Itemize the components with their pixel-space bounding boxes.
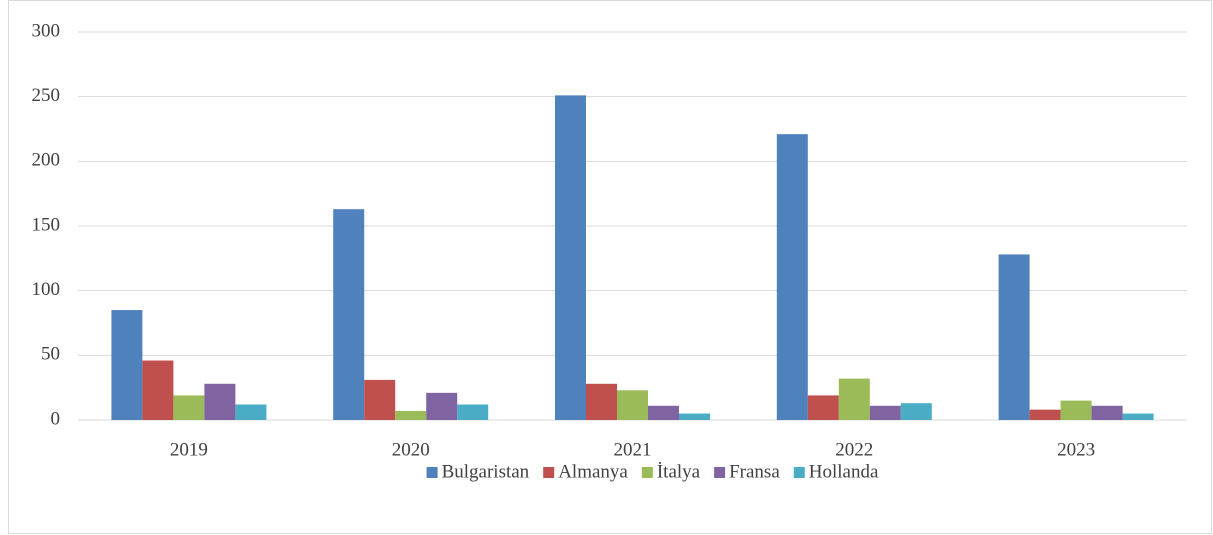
y-tick-label: 200 xyxy=(32,150,61,171)
legend-swatch xyxy=(543,467,555,478)
x-tick-label: 2022 xyxy=(835,439,873,460)
x-tick-label: 2020 xyxy=(392,439,430,460)
bar xyxy=(1091,405,1123,420)
legend-swatch xyxy=(426,467,438,478)
y-tick-label: 0 xyxy=(51,408,61,429)
legend-label: Fransa xyxy=(729,461,780,482)
bar xyxy=(555,95,586,420)
x-tick-label: 2021 xyxy=(614,439,652,460)
bar xyxy=(900,403,932,420)
bar xyxy=(173,395,205,420)
legend-swatch xyxy=(793,467,805,478)
bar xyxy=(364,379,396,420)
y-tick-label: 300 xyxy=(32,20,61,41)
bar xyxy=(838,378,870,420)
bar xyxy=(648,405,679,420)
bar xyxy=(869,405,901,420)
legend-label: Hollanda xyxy=(809,461,879,482)
x-tick-label: 2019 xyxy=(170,439,208,460)
bar xyxy=(142,360,174,420)
y-tick-label: 50 xyxy=(41,344,60,365)
legend-label: Almanya xyxy=(558,461,628,482)
bar xyxy=(617,390,648,420)
bar xyxy=(235,404,267,420)
bar xyxy=(586,383,617,420)
y-tick-label: 150 xyxy=(32,214,61,235)
bar xyxy=(333,209,365,420)
bar xyxy=(1122,413,1154,420)
y-tick-label: 250 xyxy=(32,85,61,106)
bar xyxy=(457,404,489,420)
bar xyxy=(1060,400,1092,420)
bar xyxy=(807,395,839,420)
x-tick-label: 2023 xyxy=(1057,439,1095,460)
legend-swatch xyxy=(714,467,726,478)
bar xyxy=(426,392,458,420)
bar xyxy=(111,310,143,420)
legend-swatch xyxy=(641,467,653,478)
bar xyxy=(395,410,427,420)
legend-label: Bulgaristan xyxy=(442,461,530,482)
bar xyxy=(679,413,710,420)
bar xyxy=(776,134,808,420)
bar xyxy=(1029,409,1061,420)
y-tick-label: 100 xyxy=(32,279,61,300)
bar xyxy=(204,383,236,420)
legend-label: İtalya xyxy=(657,461,701,482)
bar xyxy=(998,254,1030,420)
